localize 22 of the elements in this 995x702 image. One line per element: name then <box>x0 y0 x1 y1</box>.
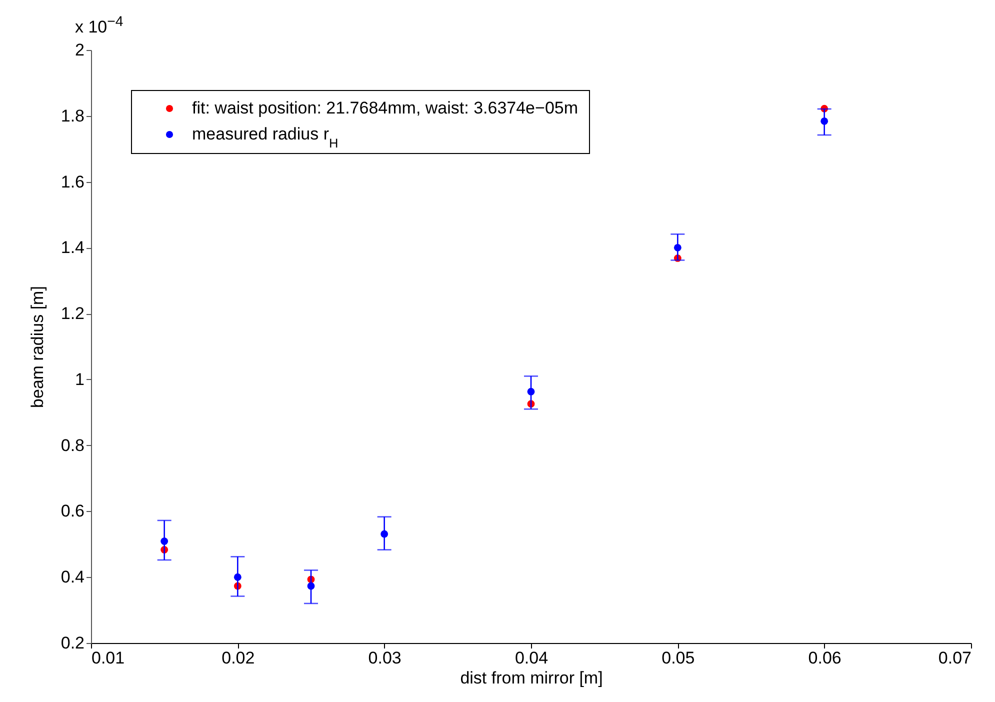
x-tick-label: 0.03 <box>368 648 402 668</box>
y-tick-label: 1.8 <box>60 106 84 126</box>
x-axis-title: dist from mirror [m] <box>460 668 603 688</box>
x-tick-label: 0.07 <box>938 648 972 668</box>
y-tick-label: 1.6 <box>60 172 84 192</box>
y-tick-label: 0.6 <box>60 502 84 521</box>
x-tick-label: 0.06 <box>808 648 842 668</box>
y-tick-label: 1.2 <box>60 304 84 324</box>
y-tick-label: 2 <box>75 40 84 60</box>
x-tick-label: 0.05 <box>662 648 695 668</box>
y-tick-label: 0.4 <box>60 568 84 587</box>
y-tick-label: 1.4 <box>60 238 84 258</box>
legend-label: fit: waist position: 21.7684mm, waist: 3.6374e−05m <box>192 98 578 118</box>
y-tick-label: 1 <box>75 370 84 389</box>
y-tick-label: 0.2 <box>60 634 84 652</box>
legend-label: measured radius r$_{H}$ <box>192 124 338 150</box>
y-axis-title: beam radius [m] <box>28 286 47 408</box>
x-tick-label: 0.02 <box>222 648 255 668</box>
text: x 10$^{−4}$ <box>75 14 124 38</box>
x-tick-label: 0.04 <box>514 648 548 668</box>
x-tick-label: 0.01 <box>92 648 125 668</box>
y-tick-label: 0.8 <box>60 436 84 455</box>
